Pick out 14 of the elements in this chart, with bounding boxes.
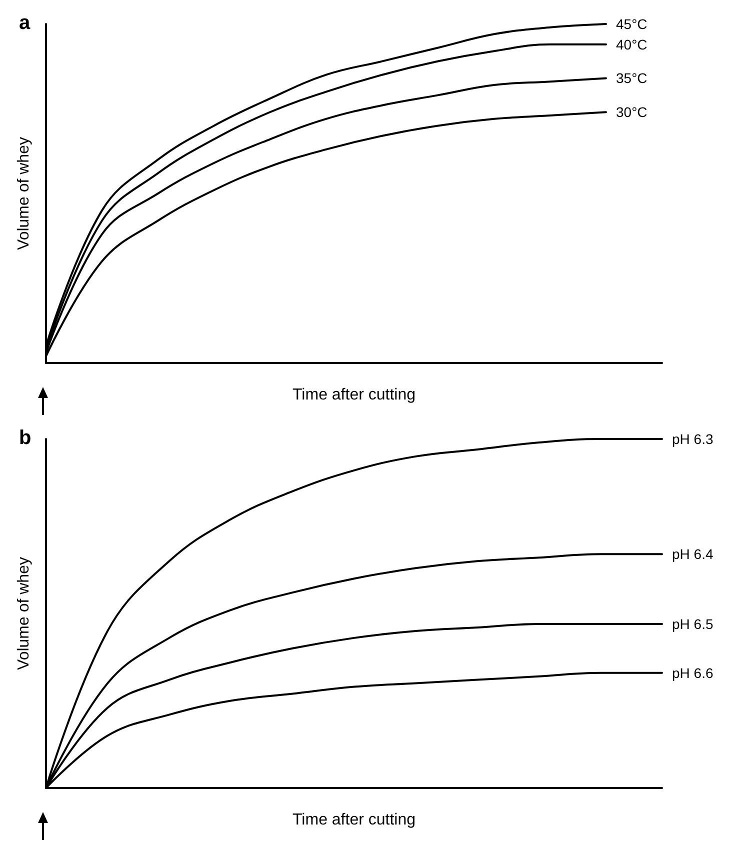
series-label: pH 6.6	[672, 664, 714, 681]
chart-title: b	[19, 427, 32, 449]
y-axis-title: Volume of whey	[16, 557, 32, 670]
x-axis-title: Time after cutting	[292, 812, 416, 828]
series-label: 45°C	[616, 16, 648, 32]
x-axis-title: Time after cutting	[292, 386, 416, 404]
chart-title: a	[19, 12, 31, 34]
series-label: pH 6.4	[672, 546, 714, 562]
series-label: 35°C	[616, 70, 648, 86]
series-label: pH 6.3	[672, 431, 714, 447]
series-label: 40°C	[616, 36, 648, 52]
y-axis-title: Volume of whey	[16, 137, 32, 250]
series-label: pH 6.5	[672, 616, 714, 632]
series-label: 30°C	[616, 104, 648, 120]
